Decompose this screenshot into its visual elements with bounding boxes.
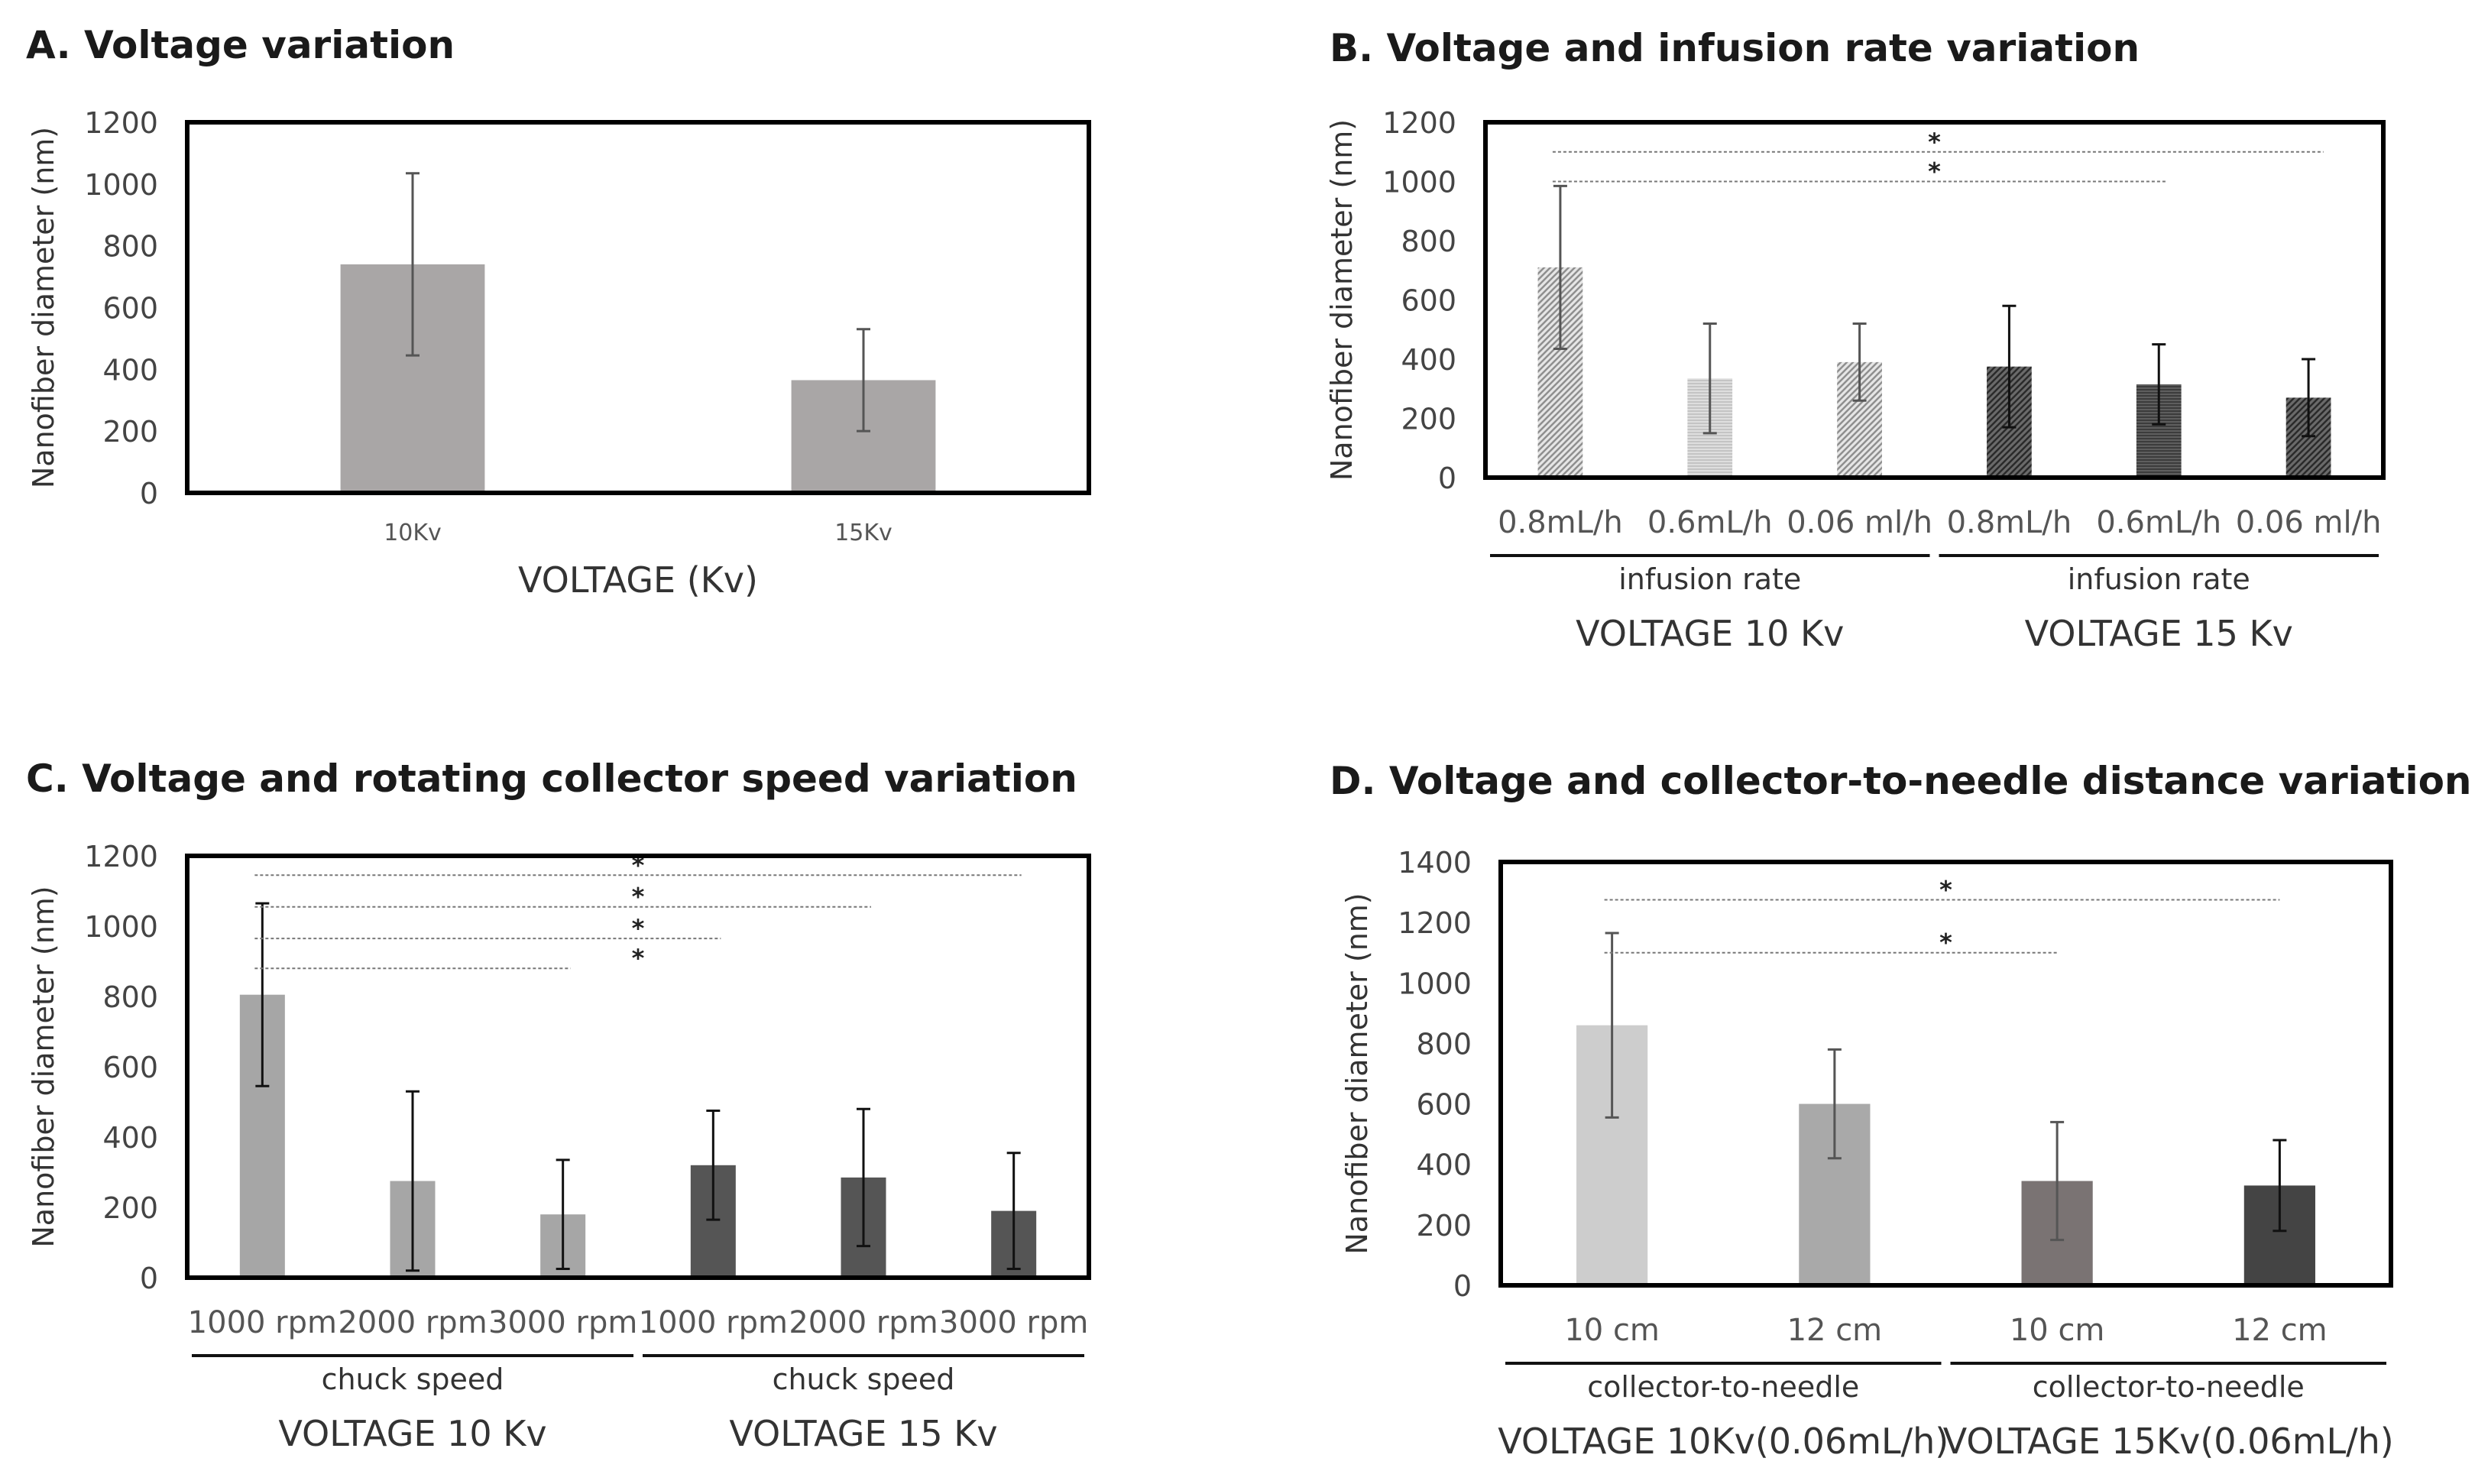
- x-tick-label: 0.6mL/h: [2096, 505, 2221, 540]
- group-label: infusion rate: [1618, 562, 1801, 596]
- y-tick-label: 400: [1401, 343, 1456, 377]
- x-tick-label: 0.6mL/h: [1647, 505, 1773, 540]
- chart-b: Nanofiber diameter (nm) 0 200 400 600 800 1000…: [1325, 106, 2386, 654]
- chart-d: Nanofiber diameter (nm) 0 200 400 600 800 1000…: [1340, 846, 2394, 1462]
- y-tick-label: 1000: [84, 168, 158, 202]
- group-title: VOLTAGE 10 Kv: [278, 1413, 546, 1454]
- group-title: VOLTAGE 10 Kv: [1576, 613, 1844, 654]
- y-axis-label: Nanofiber diameter (nm): [27, 127, 60, 488]
- plot-frame: [185, 854, 1091, 1280]
- group-label: collector-to-needle: [1587, 1370, 1859, 1404]
- y-tick-label: 1400: [1398, 846, 1472, 880]
- y-tick-label: 1200: [1382, 106, 1456, 140]
- y-tick-label: 1200: [84, 106, 158, 140]
- y-tick-label: 800: [102, 980, 158, 1014]
- significance-star: *: [632, 883, 645, 912]
- group-label: chuck speed: [773, 1362, 955, 1396]
- y-tick-label: 200: [102, 415, 158, 449]
- x-axis-label: VOLTAGE (Kv): [518, 559, 758, 601]
- y-tick-label: 800: [1401, 225, 1456, 258]
- x-tick-label: 1000 rpm: [639, 1305, 788, 1340]
- panel-a-title: A. Voltage variation: [26, 23, 455, 67]
- panel-c-title: C. Voltage and rotating collector speed …: [26, 757, 1077, 801]
- significance-star: *: [1939, 875, 1952, 904]
- x-tick-label: 3000 rpm: [488, 1305, 637, 1340]
- panel-b-title: B. Voltage and infusion rate variation: [1330, 26, 2140, 70]
- y-axis-label: Nanofiber diameter (nm): [1340, 893, 1374, 1254]
- x-tick-label: 10Kv: [384, 520, 442, 546]
- x-tick-label: 2000 rpm: [338, 1305, 487, 1340]
- y-tick-label: 1200: [1398, 906, 1472, 940]
- group-title: VOLTAGE 15 Kv: [2025, 613, 2293, 654]
- significance-star: *: [1928, 128, 1941, 157]
- x-tick-label: 0.8mL/h: [1947, 505, 2072, 540]
- y-axis-label: Nanofiber diameter (nm): [1325, 119, 1359, 481]
- group-label: infusion rate: [2068, 562, 2250, 596]
- group-title: VOLTAGE 10Kv(0.06mL/h): [1498, 1421, 1949, 1462]
- plot-frame: [1498, 860, 2393, 1288]
- y-tick-label: 400: [1416, 1149, 1472, 1182]
- y-tick-label: 400: [102, 353, 158, 387]
- y-tick-label: 600: [1401, 284, 1456, 318]
- group-title: VOLTAGE 15Kv(0.06mL/h): [1943, 1421, 2394, 1462]
- y-tick-label: 0: [1453, 1269, 1472, 1303]
- y-tick-label: 0: [140, 1262, 158, 1295]
- y-tick-label: 1000: [1382, 166, 1456, 199]
- x-tick-label: 12 cm: [1787, 1313, 1883, 1348]
- x-tick-label: 12 cm: [2232, 1313, 2328, 1348]
- plot-frame: [1483, 120, 2386, 480]
- significance-star: *: [1928, 157, 1941, 186]
- y-tick-label: 1000: [84, 910, 158, 944]
- x-tick-label: 10 cm: [1564, 1313, 1660, 1348]
- plot-frame: [185, 120, 1091, 495]
- chart-a: Nanofiber diameter (nm) 0 200 400 600 800 1000…: [27, 106, 1091, 601]
- x-tick-label: 15Kv: [834, 520, 892, 546]
- significance-star: *: [632, 914, 645, 943]
- x-tick-label: 2000 rpm: [789, 1305, 938, 1340]
- y-tick-label: 1000: [1398, 967, 1472, 1000]
- y-axis-label: Nanofiber diameter (nm): [27, 886, 60, 1247]
- y-tick-label: 400: [102, 1121, 158, 1155]
- y-tick-label: 0: [1438, 462, 1456, 495]
- y-tick-label: 0: [140, 477, 158, 510]
- x-tick-label: 0.8mL/h: [1498, 505, 1623, 540]
- y-tick-label: 1200: [84, 840, 158, 873]
- panel-d-title: D. Voltage and collector-to-needle dista…: [1330, 759, 2472, 803]
- x-tick-label: 3000 rpm: [939, 1305, 1088, 1340]
- y-tick-label: 200: [102, 1191, 158, 1225]
- group-title: VOLTAGE 15 Kv: [729, 1413, 997, 1454]
- y-tick-label: 800: [102, 230, 158, 264]
- y-tick-label: 200: [1416, 1209, 1472, 1243]
- y-tick-label: 600: [102, 292, 158, 326]
- significance-star: *: [1939, 928, 1952, 957]
- chart-c: Nanofiber diameter (nm) 0 200 400 600 800 1000…: [27, 840, 1091, 1454]
- significance-star: *: [632, 944, 645, 973]
- x-tick-label: 0.06 ml/h: [1787, 505, 1932, 540]
- x-tick-label: 0.06 ml/h: [2236, 505, 2382, 540]
- group-label: collector-to-needle: [2033, 1370, 2305, 1404]
- x-tick-label: 10 cm: [2010, 1313, 2105, 1348]
- y-tick-label: 200: [1401, 403, 1456, 436]
- y-tick-label: 600: [1416, 1088, 1472, 1122]
- y-tick-label: 600: [102, 1051, 158, 1084]
- y-tick-label: 800: [1416, 1027, 1472, 1061]
- x-tick-label: 1000 rpm: [188, 1305, 337, 1340]
- group-label: chuck speed: [322, 1362, 504, 1396]
